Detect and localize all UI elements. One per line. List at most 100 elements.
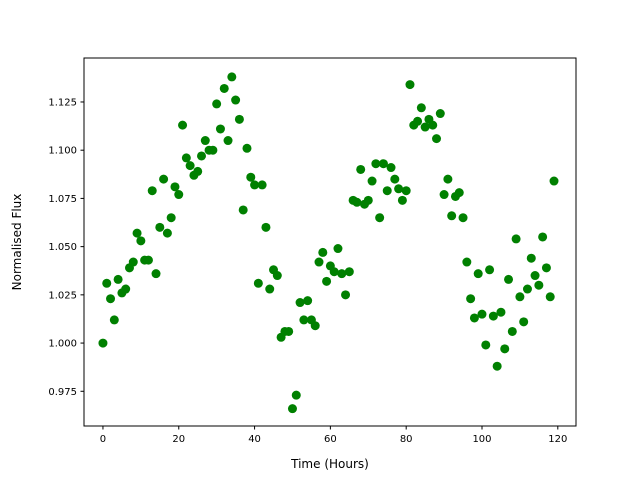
data-point <box>147 186 157 196</box>
data-point <box>121 284 131 294</box>
data-point <box>242 143 252 153</box>
data-point <box>318 247 328 257</box>
data-point <box>344 267 354 277</box>
data-point <box>136 236 146 246</box>
data-point <box>541 263 551 273</box>
data-point <box>405 80 415 90</box>
data-point <box>469 313 479 323</box>
data-point <box>291 390 301 400</box>
data-point <box>416 103 426 113</box>
data-point <box>492 361 502 371</box>
data-point <box>462 257 472 267</box>
data-point <box>390 174 400 184</box>
data-point <box>219 83 229 93</box>
data-point <box>310 321 320 331</box>
data-point <box>295 298 305 308</box>
x-axis: 0 20 40 60 80 100 120 <box>100 426 567 445</box>
data-point <box>314 257 324 267</box>
data-point <box>386 163 396 173</box>
data-point <box>193 166 203 176</box>
data-point <box>215 124 225 134</box>
data-point <box>356 164 366 174</box>
data-point <box>303 296 313 306</box>
data-point <box>439 190 449 200</box>
y-tick-label: 0.975 <box>48 387 77 398</box>
data-point <box>447 211 457 221</box>
data-point <box>287 404 297 414</box>
data-point <box>519 317 529 327</box>
data-point <box>322 276 332 286</box>
data-point <box>378 159 388 169</box>
data-point <box>549 176 559 186</box>
data-point <box>181 153 191 163</box>
data-point <box>250 180 260 190</box>
data-point <box>496 307 506 317</box>
data-point <box>485 265 495 275</box>
data-point <box>507 326 517 336</box>
data-point <box>333 244 343 254</box>
x-tick-label: 20 <box>172 434 185 445</box>
data-point <box>299 315 309 325</box>
data-point <box>197 151 207 161</box>
data-point <box>435 109 445 119</box>
x-tick-label: 120 <box>548 434 567 445</box>
data-point <box>477 309 487 319</box>
data-point <box>272 271 282 281</box>
data-point <box>106 294 116 304</box>
data-point <box>227 72 237 82</box>
data-point <box>511 234 521 244</box>
data-point <box>538 232 548 242</box>
data-point <box>337 269 347 279</box>
data-points <box>98 72 559 414</box>
data-point <box>174 190 184 200</box>
data-point <box>185 161 195 171</box>
data-point <box>458 213 468 223</box>
data-point <box>515 292 525 302</box>
data-point <box>231 95 241 105</box>
data-point <box>329 267 339 277</box>
data-point <box>352 197 362 207</box>
data-point <box>261 222 271 232</box>
y-tick-label: 1.000 <box>48 339 77 350</box>
data-point <box>284 326 294 336</box>
data-point <box>212 99 222 109</box>
data-point <box>530 271 540 281</box>
data-point <box>375 213 385 223</box>
data-point <box>534 280 544 290</box>
data-point <box>253 278 263 288</box>
x-tick-label: 40 <box>248 434 261 445</box>
data-point <box>128 257 138 267</box>
data-point <box>170 182 180 192</box>
y-tick-label: 1.075 <box>48 194 77 205</box>
data-point <box>223 136 233 146</box>
data-point <box>132 228 142 238</box>
x-tick-label: 100 <box>472 434 491 445</box>
data-point <box>443 174 453 184</box>
data-point <box>113 274 123 284</box>
x-tick-label: 60 <box>324 434 337 445</box>
data-point <box>363 195 373 205</box>
y-axis-label: Normalised Flux <box>10 194 24 291</box>
data-point <box>98 338 108 348</box>
data-point <box>504 274 514 284</box>
data-point <box>178 120 188 130</box>
data-point <box>428 120 438 130</box>
data-point <box>246 172 256 182</box>
data-point <box>257 180 267 190</box>
data-point <box>432 134 442 144</box>
data-point <box>102 278 112 288</box>
data-point <box>151 269 161 279</box>
x-tick-label: 80 <box>400 434 413 445</box>
data-point <box>200 136 210 146</box>
x-tick-label: 0 <box>100 434 106 445</box>
data-point <box>522 284 532 294</box>
data-point <box>238 205 248 215</box>
data-point <box>367 176 377 186</box>
data-point <box>401 186 411 196</box>
data-point <box>488 311 498 321</box>
y-axis: 0.975 1.000 1.025 1.050 1.075 1.100 1.125 <box>48 97 84 398</box>
data-point <box>545 292 555 302</box>
data-point <box>341 290 351 300</box>
data-point <box>394 184 404 194</box>
data-point <box>526 253 536 263</box>
